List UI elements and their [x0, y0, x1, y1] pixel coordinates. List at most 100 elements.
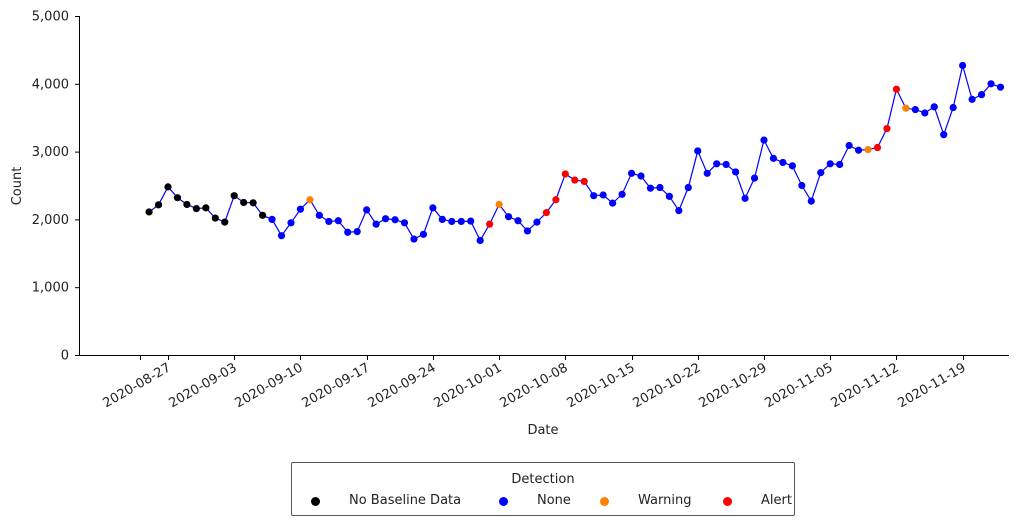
point-none: [665, 192, 673, 200]
x-tick-label: 2020-11-19: [896, 360, 969, 411]
point-none: [457, 217, 465, 226]
x-ticks: 2020-08-272020-09-032020-09-102020-09-17…: [101, 355, 969, 411]
point-alert: [873, 143, 882, 152]
point-none: [296, 205, 305, 213]
point-none: [609, 199, 617, 207]
point-none: [391, 216, 399, 224]
x-tick-label: 2020-09-17: [300, 360, 373, 411]
point-none: [429, 204, 437, 212]
y-tick-label: 2,000: [32, 213, 69, 228]
y-axis-title: Count: [10, 167, 25, 206]
series-line: [148, 65, 1001, 242]
axes: [79, 16, 1009, 356]
y-tick-label: 4,000: [32, 77, 69, 92]
point-alert: [892, 85, 901, 93]
point-warning: [902, 104, 910, 112]
point-alert: [883, 124, 891, 133]
point-none: [523, 227, 532, 235]
point-no-baseline-data: [164, 183, 172, 191]
legend: Detection No Baseline Data None Warning …: [291, 462, 795, 516]
point-no-baseline-data: [145, 208, 153, 216]
point-warning: [864, 145, 872, 154]
x-tick-label: 2020-10-01: [432, 360, 505, 411]
point-no-baseline-data: [192, 204, 200, 213]
x-tick-label: 2020-10-22: [631, 360, 704, 411]
point-none: [467, 217, 475, 225]
point-none: [533, 218, 541, 226]
point-none: [277, 232, 286, 240]
point-alert: [571, 176, 579, 184]
y-tick-label: 3,000: [32, 145, 69, 160]
point-no-baseline-data: [154, 201, 163, 209]
point-none: [769, 154, 778, 162]
point-none: [684, 183, 692, 192]
point-alert: [486, 220, 494, 228]
legend-marker-alert: [723, 497, 732, 506]
point-none: [845, 141, 853, 150]
point-none: [996, 83, 1005, 91]
point-none: [514, 217, 522, 225]
y-tick-label: 5,000: [32, 10, 69, 25]
point-none: [419, 230, 428, 238]
point-none: [627, 169, 636, 177]
y-tick-label: 1,000: [32, 281, 69, 296]
point-none: [854, 146, 863, 154]
point-warning: [306, 196, 314, 204]
point-none: [268, 215, 276, 223]
point-none: [448, 217, 456, 226]
point-none: [977, 91, 986, 99]
point-none: [344, 228, 352, 236]
point-no-baseline-data: [202, 204, 210, 212]
point-none: [968, 95, 976, 103]
point-no-baseline-data: [240, 198, 248, 207]
point-none: [637, 172, 645, 180]
x-tick-label: 2020-08-27: [101, 360, 174, 411]
point-none: [949, 103, 957, 112]
point-none: [410, 235, 418, 243]
point-none: [798, 181, 806, 190]
point-none: [694, 147, 702, 155]
point-no-baseline-data: [230, 192, 238, 200]
point-no-baseline-data: [259, 211, 267, 219]
point-none: [334, 217, 342, 225]
point-none: [836, 160, 844, 169]
point-alert: [552, 196, 560, 204]
point-no-baseline-data: [221, 218, 229, 226]
x-tick-label: 2020-09-24: [366, 360, 439, 411]
point-none: [722, 160, 730, 169]
legend-label-no-baseline-data: No Baseline Data: [349, 493, 462, 508]
point-none: [599, 191, 607, 199]
point-no-baseline-data: [211, 214, 219, 222]
point-none: [381, 215, 390, 223]
legend-title: Detection: [511, 472, 575, 487]
point-none: [911, 105, 919, 114]
point-none: [325, 217, 333, 226]
point-none: [656, 183, 664, 192]
legend-marker-no-baseline-data: [311, 497, 320, 506]
legend-label-warning: Warning: [638, 493, 692, 508]
point-none: [646, 184, 655, 192]
point-none: [703, 169, 711, 177]
point-none: [921, 109, 929, 117]
y-tick-label: 0: [61, 349, 69, 364]
point-none: [590, 192, 598, 200]
x-tick-label: 2020-10-15: [565, 360, 638, 411]
x-tick-label: 2020-09-10: [233, 360, 306, 411]
point-alert: [561, 170, 569, 178]
point-none: [315, 211, 323, 219]
y-ticks: 0 1,000 2,000 3,000 4,000 5,000: [32, 10, 80, 364]
point-none: [826, 160, 834, 168]
point-none: [788, 162, 796, 170]
x-tick-label: 2020-11-12: [829, 360, 902, 411]
point-none: [618, 190, 626, 198]
point-no-baseline-data: [173, 194, 182, 202]
point-no-baseline-data: [249, 199, 257, 207]
x-tick-label: 2020-10-29: [697, 360, 770, 411]
point-none: [959, 61, 967, 70]
point-alert: [542, 209, 551, 217]
point-none: [400, 219, 409, 227]
point-none: [363, 206, 371, 214]
series-markers: [145, 61, 1005, 245]
point-no-baseline-data: [183, 200, 191, 209]
